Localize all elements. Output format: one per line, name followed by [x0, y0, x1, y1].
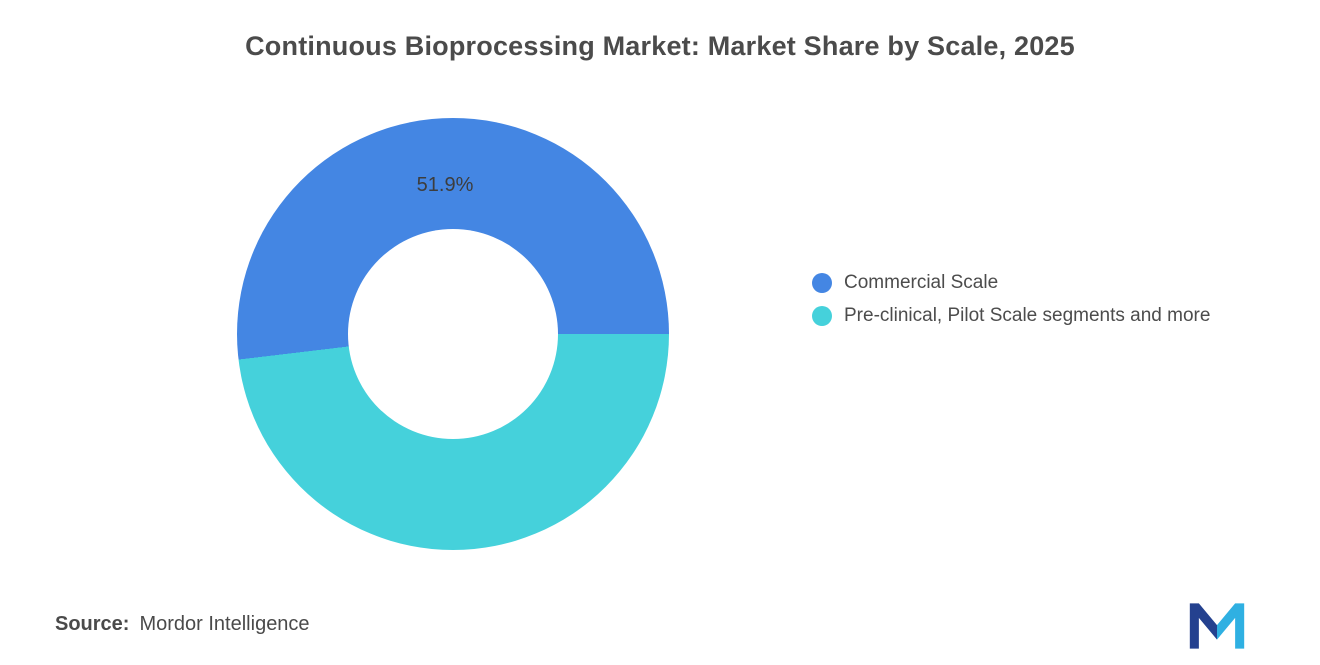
donut-hole — [348, 229, 558, 439]
source-label: Source: — [55, 613, 130, 635]
source-line: Source: Mordor Intelligence — [55, 613, 310, 636]
logo-left-stroke — [1189, 603, 1217, 649]
legend-label-commercial-scale: Commercial Scale — [844, 272, 999, 293]
slice-label-commercial-scale: 51.9% — [416, 174, 474, 196]
mordor-intelligence-logo — [1189, 603, 1245, 649]
legend-marker-commercial-scale — [812, 273, 832, 293]
legend-item-commercial-scale: Commercial Scale — [812, 269, 1210, 297]
donut-chart: 51.9% — [237, 118, 669, 550]
source-value: Mordor Intelligence — [139, 613, 310, 635]
legend-item-preclinical-pilot: Pre-clinical, Pilot Scale segments and m… — [812, 302, 1210, 330]
logo-right-stroke — [1217, 603, 1245, 649]
chart-title: Continuous Bioprocessing Market: Market … — [245, 31, 1075, 61]
legend-label-preclinical-pilot: Pre-clinical, Pilot Scale segments and m… — [844, 305, 1211, 326]
legend: Commercial Scale Pre-clinical, Pilot Sca… — [812, 269, 1210, 330]
legend-marker-preclinical-pilot — [812, 306, 832, 326]
